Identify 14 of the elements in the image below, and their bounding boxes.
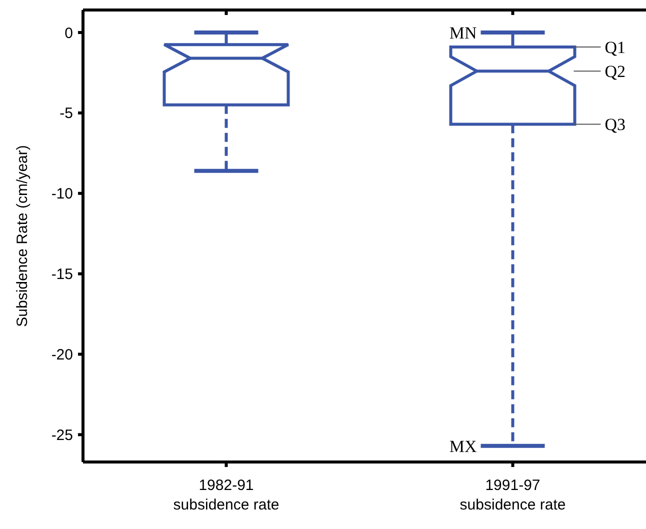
annotation: Q1 xyxy=(604,38,626,57)
y-tick-label: -5 xyxy=(60,105,73,122)
annotation: MN xyxy=(449,23,477,42)
y-tick-label: 0 xyxy=(64,24,73,42)
y-tick-label: -10 xyxy=(51,186,73,203)
y-tick-label: -20 xyxy=(51,346,73,364)
x-tick-label: 1991-97 subsidence rate xyxy=(460,477,566,514)
y-tick-label: -15 xyxy=(51,266,73,284)
y-tick-label: -25 xyxy=(51,426,73,444)
x-tick-label: 1982-91 subsidence rate xyxy=(173,477,280,514)
annotation: Q2 xyxy=(604,62,626,82)
annotation: Q3 xyxy=(604,115,626,134)
y-axis-title: Subsidence Rate (cm/year) xyxy=(14,145,31,327)
annotation: MX xyxy=(449,436,477,456)
